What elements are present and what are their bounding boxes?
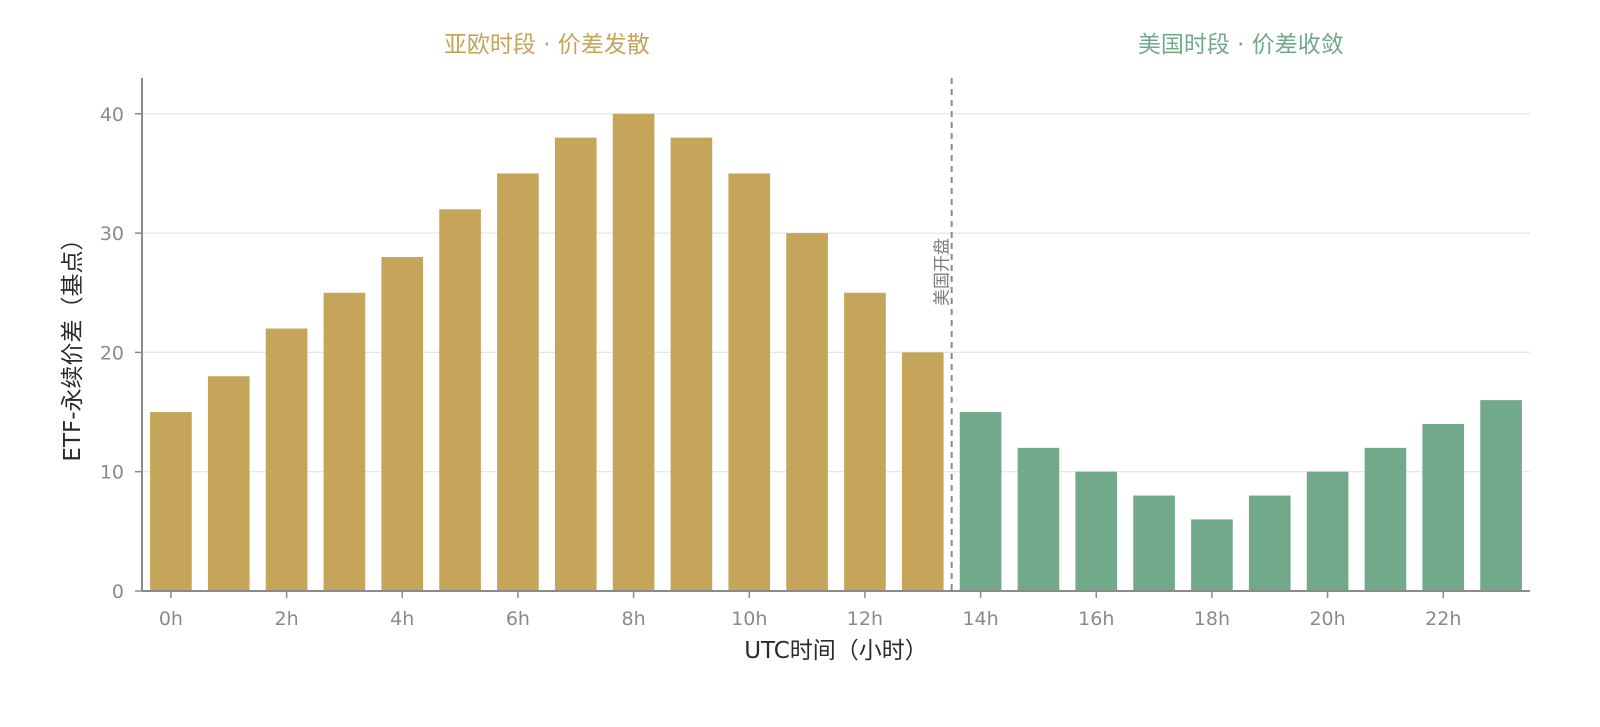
us-open-label: 美国开盘 (933, 238, 953, 306)
x-tick-label: 6h (506, 608, 530, 630)
y-tick-label: 0 (112, 581, 124, 603)
bar-13h (901, 352, 944, 591)
bar-8h (612, 113, 655, 591)
x-tick-label: 16h (1078, 608, 1114, 630)
bar-22h (1422, 423, 1465, 591)
bar-4h (381, 256, 424, 591)
bar-23h (1480, 400, 1522, 591)
x-tick-label: 0h (159, 608, 183, 630)
session-label-1: 亚欧时段 · 价差发散 (444, 32, 650, 58)
bar-11h (786, 233, 828, 591)
bar-19h (1248, 495, 1291, 591)
session-labels: 亚欧时段 · 价差发散 美国时段 · 价差收敛 (444, 32, 1344, 58)
bar-20h (1306, 471, 1349, 591)
bar-5h (439, 209, 481, 592)
grid-lines (142, 113, 1530, 473)
x-tick-label: 14h (962, 608, 998, 630)
bar-0h (150, 412, 192, 591)
x-tick-label: 22h (1425, 608, 1461, 630)
bar-21h (1364, 447, 1407, 591)
x-tick-label: 4h (390, 608, 414, 630)
bar-18h (1191, 519, 1233, 591)
bar-7h (554, 137, 597, 591)
x-tick-label: 10h (731, 608, 767, 630)
x-axis-title: UTC时间（小时） (744, 638, 928, 664)
bar-3h (323, 292, 366, 591)
x-tick-label: 20h (1309, 608, 1345, 630)
us-open-annotation: 美国开盘 (933, 78, 953, 591)
bar-15h (1017, 447, 1060, 591)
bar-10h (728, 173, 771, 591)
bar-2h (265, 328, 308, 591)
axes (141, 78, 1530, 592)
x-tick-label: 2h (275, 608, 299, 630)
bar-6h (497, 173, 539, 591)
x-axis-ticks: 0h 2h 4h 6h 8h 10h 12h 14h 16h 18h 20h 22h (159, 591, 1461, 630)
y-axis-ticks: 0 10 20 30 40 (100, 104, 142, 603)
y-tick-label: 40 (100, 104, 124, 126)
x-tick-label: 8h (622, 608, 646, 630)
bar-16h (1075, 471, 1118, 591)
x-tick-label: 12h (847, 608, 883, 630)
y-tick-label: 30 (100, 223, 124, 245)
bar-17h (1133, 495, 1175, 591)
bar-12h (844, 292, 886, 591)
bar-14h (959, 412, 1002, 591)
y-tick-label: 10 (100, 462, 124, 484)
y-axis-title: ETF-永续价差（基点） (60, 227, 86, 461)
x-tick-label: 18h (1194, 608, 1230, 630)
bar-1h (207, 376, 250, 591)
y-tick-label: 20 (100, 342, 124, 364)
bar-9h (670, 137, 713, 591)
bar-series (150, 113, 1522, 592)
session-label-2: 美国时段 · 价差收敛 (1138, 32, 1344, 58)
